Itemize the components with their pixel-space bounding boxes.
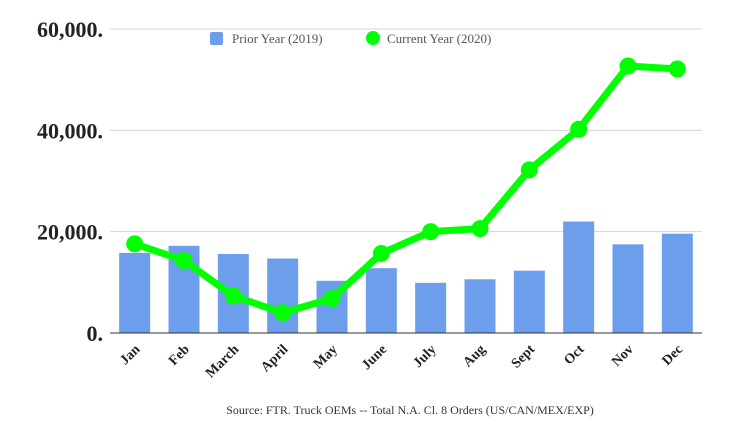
y-axis-ticks: 0. 20,000. 40,000. 60,000. (37, 17, 103, 346)
bar-oct (563, 221, 595, 333)
point-may (323, 290, 341, 308)
y-tick-label: 0. (87, 321, 104, 346)
legend-label-current-year: Current Year (2020) (387, 31, 491, 46)
point-june (372, 244, 390, 262)
line-series (126, 57, 686, 322)
point-july (422, 223, 440, 241)
x-tick-label-june: June (359, 342, 390, 373)
bar-april (267, 258, 299, 333)
x-tick-label-oct: Oct (561, 342, 587, 368)
x-tick-label-dec: Dec (660, 342, 687, 369)
gridlines (110, 28, 702, 233)
bar-july (415, 282, 447, 333)
point-dec (668, 60, 686, 78)
bar-june (365, 268, 397, 333)
point-feb (175, 252, 193, 270)
point-jan (126, 235, 144, 253)
x-tick-label-jan: Jan (117, 342, 143, 368)
line-current-year (131, 62, 681, 317)
point-april (274, 304, 292, 322)
point-oct (570, 120, 588, 138)
legend-label-prior-year: Prior Year (2019) (232, 31, 323, 46)
bar-sept (513, 270, 545, 333)
bar-dec (661, 233, 693, 333)
x-tick-label-sept: Sept (509, 342, 539, 372)
point-aug (471, 220, 489, 238)
x-tick-label-april: April (258, 342, 291, 375)
x-tick-label-nov: Nov (609, 342, 637, 370)
point-march (224, 287, 242, 305)
legend-swatch-prior-year (210, 32, 223, 45)
x-tick-label-feb: Feb (166, 342, 193, 369)
point-sept (520, 161, 538, 179)
y-tick-label: 60,000. (37, 17, 103, 42)
bar-jan (119, 252, 151, 333)
x-tick-label-aug: Aug (461, 342, 489, 370)
legend-marker-current-year (366, 31, 380, 45)
y-tick-label: 40,000. (37, 118, 103, 143)
legend: Prior Year (2019) Current Year (2020) (210, 31, 491, 46)
bar-nov (612, 244, 644, 333)
y-tick-label: 20,000. (37, 220, 103, 245)
bar-aug (464, 279, 496, 333)
chart-caption: Source: FTR. Truck OEMs -- Total N.A. Cl… (226, 403, 594, 417)
x-tick-label-july: July (411, 342, 440, 371)
x-tick-label-may: May (311, 342, 341, 372)
point-nov (619, 57, 637, 75)
x-axis-ticks: Jan Feb March April May June July Aug Sept Oct Nov… (117, 342, 686, 381)
x-tick-label-march: March (203, 342, 242, 381)
